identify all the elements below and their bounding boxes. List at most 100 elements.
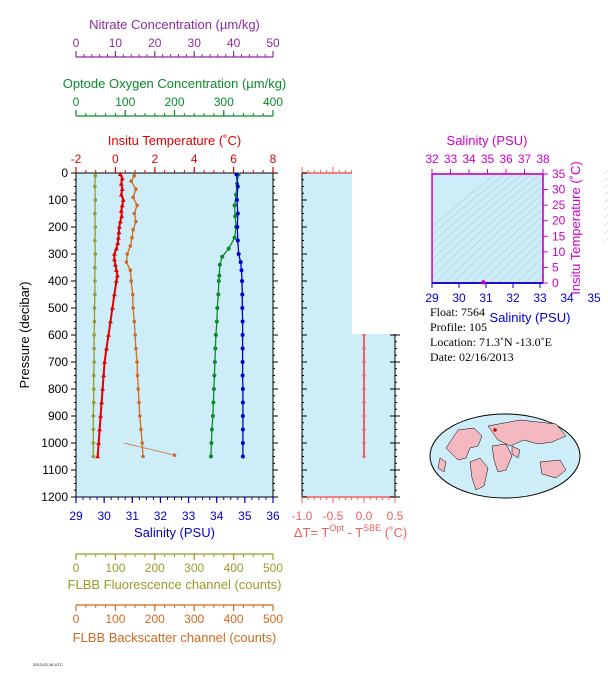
oxygen-point [217,262,222,267]
fluorescence-point [91,373,96,378]
oxygen-point [212,373,217,378]
salinity-point [240,360,245,364]
ts-mask-left [352,134,432,334]
temperature-point [101,372,106,378]
dt-point [362,387,366,391]
backscatter-point [135,373,140,378]
temperature-point [115,235,121,240]
salinity-tick-label: 31 [126,509,140,523]
temperature-point [116,229,122,235]
dt-point [362,360,366,364]
ts-top-axis-label: Salinity (PSU) [447,133,528,148]
oxygen-point [209,441,214,445]
temperature-tick-label: 0 [112,152,119,166]
oxygen-point [212,360,217,364]
ts-bottom-tick-label: 30 [452,291,466,305]
backscatter-point [125,252,130,256]
ts-point [481,280,486,285]
salinity-point [234,198,239,202]
dt-point [362,400,366,405]
info-location: Location: 71.3˚N -13.0˚E [430,335,552,349]
float-info: Float: 7564 Profile: 105 Location: 71.3˚… [430,305,552,364]
profile-panel: 0100200300400500600700800900100011001200… [17,17,286,645]
temperature-point [118,208,124,213]
temperature-point [113,246,119,251]
salinity-tick-label: 29 [69,509,83,523]
fluorescence-tick-label: 300 [184,561,204,575]
temperature-point [117,171,123,177]
backscatter-point [132,211,137,216]
ts-mask-top [427,134,557,173]
temperature-point [97,426,103,432]
dt-point [362,454,366,459]
oxygen-point [233,214,238,219]
dt-tick-label: 0.5 [387,509,404,523]
pressure-tick-label: 700 [48,355,68,369]
salinity-tick-label: 34 [210,509,224,523]
salinity-point [240,292,245,297]
pressure-tick-label: 100 [48,193,68,207]
salinity-point [240,279,245,283]
dt-point [362,414,366,418]
temperature-tick-label: 8 [270,152,277,166]
backscatter-tick-label: 500 [263,612,283,626]
temperature-tick-label: 6 [230,152,237,166]
temperature-point [106,332,111,337]
temperature-point [118,192,124,197]
fluorescence-point [91,400,96,405]
temperature-point [100,386,105,391]
oxygen-point [213,346,218,351]
dt-tick-label: -0.5 [323,509,344,523]
backscatter-point [135,203,139,208]
temperature-point [118,181,124,186]
backscatter-point [130,236,134,240]
dt-axis-label: ΔT= TOpt - TSBE (˚C) [294,523,407,540]
nitrate-axis-label: Nitrate Concentration (µm/kg) [89,17,260,32]
fluorescence-point [92,346,96,351]
backscatter-point [129,179,133,183]
salinity-point [238,260,243,265]
map-landmass [487,419,567,447]
ts-right-tick-label: 0 [552,276,559,290]
oxygen-point [215,306,220,310]
backscatter-point [131,306,135,310]
salinity-point [234,172,239,177]
dt-tick-label: -1.0 [292,509,313,523]
ts-top-tick-label: 33 [444,152,458,166]
nitrate-tick-label: 30 [188,36,202,50]
ts-right-tick-label: 15 [552,229,566,243]
salinity-point [240,414,245,418]
temperature-point [119,213,125,218]
fluorescence-tick-label: 0 [73,561,80,575]
fluorescence-point [93,225,98,229]
temperature-point [104,345,109,351]
salinity-point [240,373,245,378]
fluorescence-point [92,306,97,310]
dt-point [362,346,366,351]
fluorescence-point [93,198,98,202]
fluorescence-point [93,184,97,189]
backscatter-outlier-point [172,453,177,457]
salinity-point [240,319,245,324]
fluorescence-point [91,414,96,418]
salinity-point [235,184,240,189]
nitrate-tick-label: 0 [73,36,80,50]
temperature-point [119,202,125,208]
pressure-tick-label: 600 [48,328,68,342]
ts-top-tick-label: 35 [481,152,495,166]
salinity-point [240,346,245,351]
oxygen-axis-label: Optode Oxygen Concentration (µm/kg) [63,76,287,91]
fluorescence-point [93,292,97,297]
fluorescence-point [91,387,96,391]
ts-bottom-tick-label: 34 [560,291,574,305]
salinity-point [236,252,241,256]
temperature-point [98,413,104,418]
fluorescence-tick-label: 200 [145,561,165,575]
info-date: Date: 02/16/2013 [430,350,514,364]
temperature-point [112,291,117,297]
temperature-point [112,256,117,262]
ts-density-contour [425,168,557,284]
backscatter-point [137,400,141,405]
temperature-point [96,440,102,445]
fluorescence-point [93,211,97,216]
